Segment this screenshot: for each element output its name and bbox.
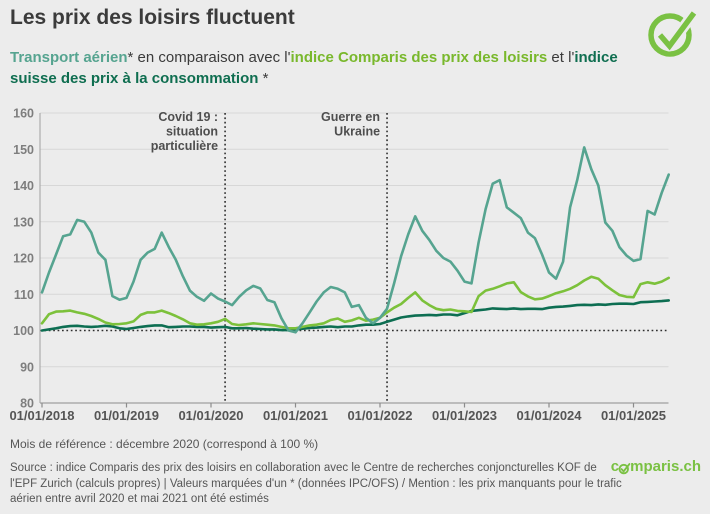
event-annotation: Covid 19 : [158, 110, 218, 124]
chart-subtitle: Transport aérien* en comparaison avec l'… [10, 47, 660, 89]
x-axis-label: 01/01/2023 [432, 408, 497, 423]
subtitle-segment: * en comparaison avec l' [127, 49, 291, 66]
wordmark-suffix: mparis.ch [630, 458, 701, 475]
x-axis-label: 01/01/2024 [516, 408, 582, 423]
subtitle-segment: Transport aérien [10, 49, 128, 66]
series-line-transport-a-rien [40, 146, 671, 334]
y-axis-label: 140 [13, 179, 34, 193]
page-title: Les prix des loisirs fluctuent [10, 6, 295, 29]
y-axis-label: 130 [13, 215, 34, 229]
event-annotation: particulière [151, 139, 218, 153]
y-axis-label: 100 [13, 324, 34, 338]
check-o-icon [618, 462, 631, 474]
x-axis-label: 01/01/2018 [9, 408, 74, 423]
comparis-checkmark-logo [648, 7, 700, 57]
y-axis-label: 120 [13, 252, 34, 266]
y-axis-label: 160 [13, 107, 34, 121]
subtitle-segment: * [258, 70, 269, 87]
y-axis-label: 110 [14, 288, 34, 302]
y-axis-label: 150 [13, 143, 34, 157]
x-axis-label: 01/01/2021 [263, 408, 328, 423]
subtitle-segment: indice suisse des prix à la consommation [10, 49, 618, 87]
event-annotation: situation [166, 125, 218, 139]
event-annotation: Ukraine [334, 125, 380, 139]
wordmark-prefix: c [610, 458, 620, 475]
x-axis-label: 01/01/2019 [94, 408, 159, 423]
x-axis-label: 01/01/2020 [178, 408, 243, 423]
comparis-wordmark: c mparis.ch [611, 459, 701, 475]
subtitle-segment: indice Comparis des prix des loisirs [290, 49, 548, 66]
x-axis-label: 01/01/2025 [601, 408, 666, 423]
reference-month-note: Mois de référence : décembre 2020 (corre… [10, 437, 319, 451]
event-annotation: Guerre en [321, 110, 380, 124]
series-line-indice-suisse-des-prix-la-consommation [40, 299, 671, 332]
y-axis-label: 80 [20, 397, 34, 411]
source-note: Source : indice Comparis des prix des lo… [10, 462, 622, 505]
series-line-indice-comparis-des-prix-des-loisirs [40, 275, 671, 330]
subtitle-segment: et l' [547, 49, 575, 66]
price-index-chart: 80 90 100 110 120 130 140 150 160 01/01/2018 01/01… [9, 107, 671, 423]
y-axis-label: 90 [20, 360, 34, 374]
x-axis-label: 01/01/2022 [347, 408, 412, 423]
